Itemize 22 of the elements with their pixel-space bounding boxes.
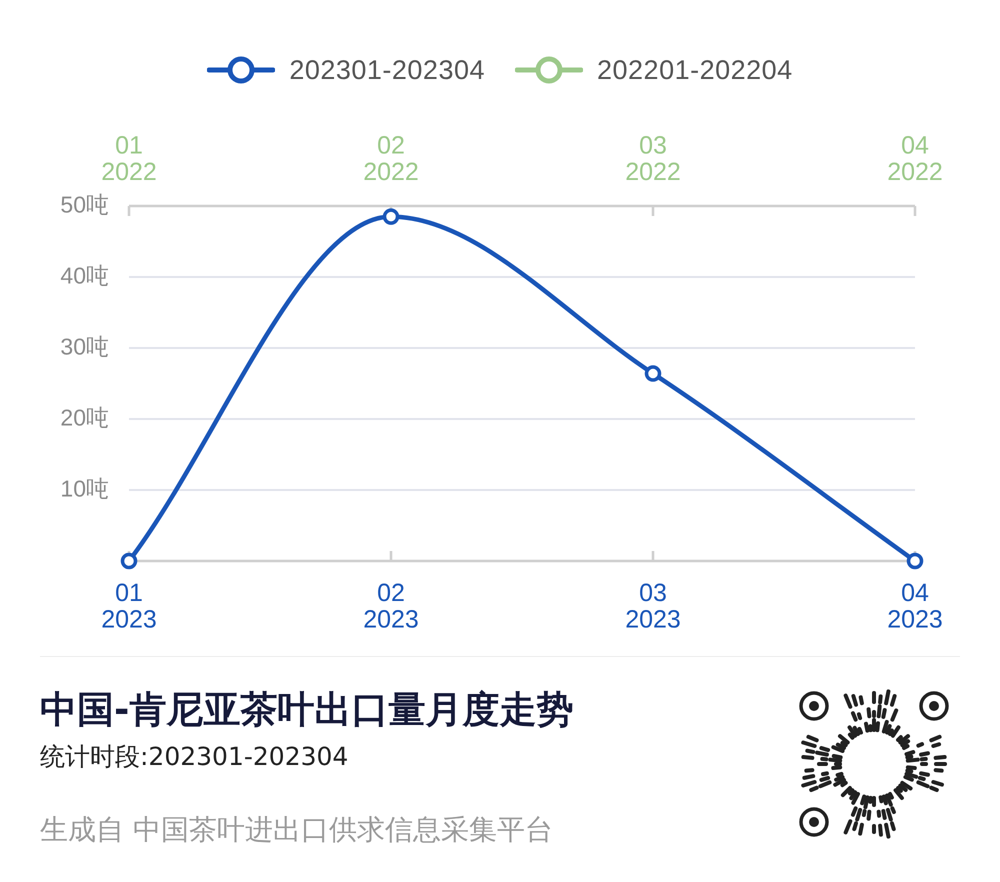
point	[906, 552, 924, 570]
x2-tick-label: 04 2022	[887, 132, 943, 186]
y-tick-label: 30吨	[60, 333, 109, 360]
x-tick-label: 04 2023	[887, 579, 943, 634]
y-tick-label: 20吨	[60, 404, 109, 430]
legend-label: 202301-202304	[289, 54, 485, 87]
legend-label: 202201-202204	[597, 54, 793, 87]
y-tick-label: 40吨	[60, 262, 109, 288]
point	[382, 208, 400, 225]
x2-tick-label: 03 2022	[625, 132, 681, 186]
point	[644, 365, 662, 382]
point	[120, 552, 138, 570]
x2-tick-label: 02 2022	[363, 132, 419, 186]
x-tick-label: 03 2023	[625, 579, 681, 634]
x-tick-label: 01 2023	[101, 579, 157, 634]
y-tick-label: 10吨	[60, 475, 109, 502]
text: 统计时段:202301-202304	[40, 741, 348, 773]
x2-tick-label: 01 2022	[101, 132, 157, 186]
text: 中国-肯尼亚茶叶出口量月度走势	[40, 687, 574, 733]
x-tick-label: 02 2023	[363, 579, 419, 634]
text: 生成自 中国茶叶进出口供求信息采集平台	[40, 812, 553, 848]
y-tick-label: 50吨	[60, 191, 109, 218]
